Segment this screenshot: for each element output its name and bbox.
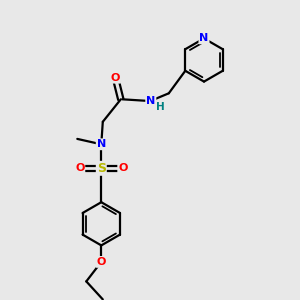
Text: H: H: [156, 102, 165, 112]
Text: O: O: [111, 73, 120, 83]
Text: O: O: [75, 163, 84, 173]
Text: O: O: [97, 257, 106, 267]
Text: N: N: [97, 139, 106, 149]
Text: N: N: [200, 33, 208, 43]
Text: N: N: [146, 96, 155, 106]
Text: S: S: [97, 162, 106, 175]
Text: O: O: [118, 163, 128, 173]
